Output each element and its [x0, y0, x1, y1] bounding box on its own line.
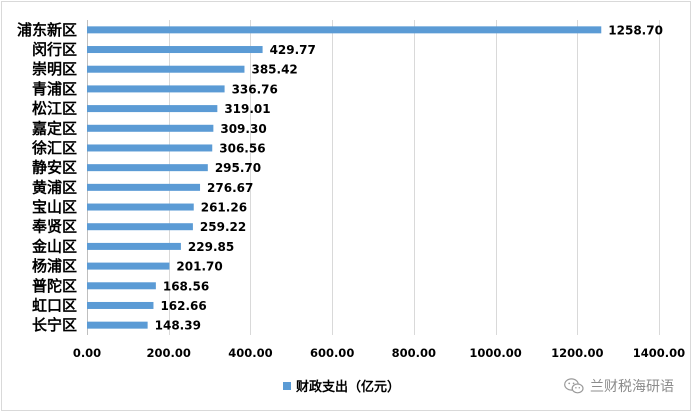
category-label: 杨浦区 — [32, 257, 77, 275]
wechat-icon — [564, 378, 584, 394]
bar — [87, 223, 193, 231]
bar — [87, 164, 208, 172]
category-label: 虹口区 — [32, 296, 77, 314]
category-label: 闵行区 — [32, 41, 77, 59]
category-label: 宝山区 — [32, 198, 77, 216]
value-label: 319.01 — [224, 102, 270, 116]
category-label: 青浦区 — [32, 80, 77, 98]
value-labels: 1258.70 429.77 385.42 336.76 319.01 309.30 306… — [155, 23, 663, 332]
bar — [87, 301, 154, 309]
bar — [87, 321, 148, 329]
category-label: 黄浦区 — [32, 178, 77, 196]
value-label: 261.26 — [201, 201, 247, 215]
value-label: 385.42 — [251, 63, 297, 77]
value-label: 336.76 — [232, 82, 278, 96]
bar — [87, 144, 213, 152]
category-label: 金山区 — [31, 237, 77, 255]
x-tick-label: 0.00 — [73, 346, 101, 360]
bar — [87, 203, 194, 211]
category-label: 嘉定区 — [31, 119, 77, 137]
value-label: 295.70 — [215, 161, 261, 175]
category-labels: 浦东新区闵行区崇明区青浦区松江区嘉定区徐汇区静安区黄浦区宝山区奉贤区金山区杨浦区… — [17, 21, 77, 334]
x-tick-label: 200.00 — [147, 346, 191, 360]
x-tick-label: 400.00 — [228, 346, 272, 360]
value-label: 306.56 — [219, 141, 265, 155]
bar — [87, 262, 170, 270]
bar — [87, 242, 181, 250]
x-axis-tick-labels: 0.00 200.00 400.00 600.00 800.00 1000.00 1200.… — [73, 346, 685, 360]
watermark: 兰财税海研语 — [564, 376, 674, 396]
bar — [87, 105, 218, 113]
bar — [87, 26, 602, 34]
category-label: 松江区 — [32, 100, 77, 118]
legend: 财政支出（亿元） — [283, 379, 400, 395]
category-label: 长宁区 — [32, 316, 77, 334]
bars — [87, 26, 602, 329]
value-label: 229.85 — [188, 240, 234, 254]
category-label: 浦东新区 — [17, 21, 77, 39]
value-label: 168.56 — [163, 279, 209, 293]
value-label: 1258.70 — [608, 23, 663, 37]
x-tick-label: 1400.00 — [633, 346, 685, 360]
bar — [87, 85, 225, 93]
value-label: 162.66 — [160, 299, 206, 313]
category-label: 徐汇区 — [31, 139, 77, 157]
value-label: 201.70 — [176, 260, 222, 274]
category-label: 崇明区 — [32, 60, 77, 78]
watermark-text: 兰财税海研语 — [590, 379, 674, 395]
value-label: 309.30 — [220, 122, 266, 136]
x-tick-label: 800.00 — [392, 346, 436, 360]
value-label: 276.67 — [207, 181, 253, 195]
x-tick-label: 600.00 — [310, 346, 354, 360]
value-label: 429.77 — [270, 43, 316, 57]
x-tick-label: 1000.00 — [469, 346, 521, 360]
x-tick-label: 1200.00 — [551, 346, 603, 360]
legend-swatch — [283, 382, 291, 390]
category-label: 奉贤区 — [31, 218, 77, 236]
category-label: 静安区 — [32, 159, 77, 177]
value-label: 148.39 — [155, 319, 201, 333]
bar — [87, 124, 214, 132]
bar — [87, 65, 245, 73]
category-label: 普陀区 — [32, 277, 77, 295]
bar — [87, 282, 156, 290]
bar — [87, 183, 201, 191]
legend-label: 财政支出（亿元） — [296, 379, 400, 395]
value-label: 259.22 — [200, 220, 246, 234]
bar — [87, 46, 263, 54]
